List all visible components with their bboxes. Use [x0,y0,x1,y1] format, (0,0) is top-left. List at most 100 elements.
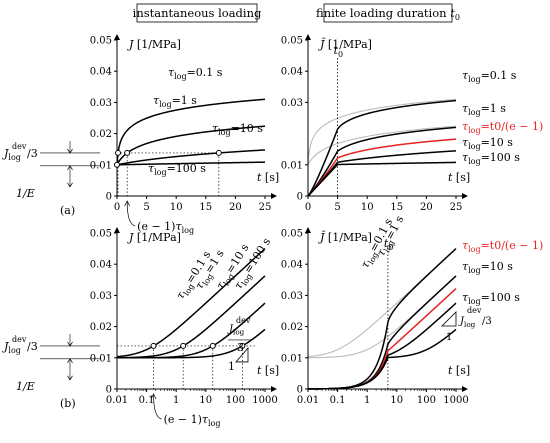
side-label-jdev-sup: dev [12,335,27,344]
series-curve-2 [308,288,457,390]
bracket-arrowhead [67,148,73,154]
y-tick-label: 0.01 [90,160,112,171]
x-tick-label: 20 [229,202,242,213]
y-axis-label: J [1/MPa] [127,38,181,51]
x-tick-label: 0.1 [139,395,155,406]
characteristic-point [239,342,246,349]
series-label-0: τlog=0.1 s [168,66,223,81]
y-tick-label: 0.03 [281,98,303,109]
x-tick-label: 0.01 [297,395,319,406]
characteristic-point [209,342,216,349]
x-axis-label: t [s] [448,171,470,184]
y-tick-label: 0.04 [281,67,303,78]
series-curve-3 [307,150,457,197]
x-tick-label: 10 [170,202,183,213]
characteristic-point [215,149,222,156]
slope-label-den: 3 [237,341,244,354]
bracket-arrowhead [67,165,73,170]
initial-point [114,161,120,168]
series-label-0: τlog=0.1 s [462,69,517,84]
y-tick-label: 0.02 [90,129,112,140]
series-label-3: τlog=10 s [462,136,513,151]
y-tick-label: 0.04 [90,260,112,271]
series-curve-1 [116,125,266,166]
t0-label: t0 [334,44,344,59]
series-curve-0 [116,98,266,165]
x-axis-arrow [462,193,468,199]
series-label-4: τlog=100 s [462,151,520,166]
reference-curve [307,98,457,165]
slope-label-right: Jlog [458,316,476,329]
side-label-jdev-sup: dev [12,142,27,151]
characteristic-point [180,342,187,349]
series-curve-1 [307,126,457,197]
series-label-4: τlog=100 s [462,291,520,306]
y-axis-label: J̄ [1/MPa] [318,231,372,244]
x-tick-label: 1 [364,395,370,406]
x-tick-label: 5 [143,202,149,213]
slope-triangle-den: 1 [446,332,452,343]
side-label-jdev-div: /3 [27,147,38,160]
x-axis-label: t [s] [257,171,279,184]
series-curve-3 [116,161,266,166]
x-axis-arrow [462,386,468,392]
series-label-1: τlog=1 s [153,94,197,109]
x-tick-label: 25 [450,202,463,213]
x-tick-label: 15 [199,202,212,213]
x-tick-label: 0 [114,202,120,213]
series-label-3: τlog=10 s [462,260,513,275]
x-tick-label: 1000 [252,395,277,406]
y-tick-label: 0.03 [90,291,112,302]
series-curve-2 [307,138,457,197]
row-label: (a) [60,204,75,217]
y-tick-label: 0.01 [281,160,303,171]
x-tick-label: 10 [361,202,374,213]
series-curve-0 [307,99,457,197]
side-label-jdev: Jlog [2,340,21,355]
y-tick-label: 0.04 [281,260,303,271]
y-tick-label: 0.02 [90,322,112,333]
series-label-2: τlog=t0/(e − 1) [462,120,543,135]
y-tick-label: 0.05 [90,229,112,240]
reference-curve [307,125,457,166]
y-axis-label: J [1/MPa] [127,231,181,244]
y-tick-label: 0.03 [90,98,112,109]
series-label-2: τlog=10 s [212,122,263,137]
y-tick-label: 0 [106,385,112,396]
x-tick-label: 25 [259,202,272,213]
x-axis-label: t [s] [257,364,279,377]
y-tick-label: 0 [297,192,303,203]
x-tick-label: 10 [390,395,403,406]
characteristic-point [124,149,131,156]
y-axis-arrow [305,227,311,233]
side-label-inv-e: 1/E [16,187,35,200]
y-axis-arrow [114,227,120,233]
slope-label-num: Jlog [227,324,245,337]
x-axis-arrow [271,386,277,392]
x-tick-label: 0 [305,202,311,213]
annotation-arrow [126,201,136,227]
series-curve-0 [116,248,266,358]
y-tick-label: 0.05 [281,229,303,240]
row-label: (b) [60,397,76,410]
bracket-arrowhead [67,375,73,381]
slope-triangle-den: 1 [228,360,235,373]
slope-label-right-div: /3 [482,316,492,327]
series-curve-1 [308,275,457,390]
x-tick-label: 1 [173,395,179,406]
series-curve-4 [307,161,457,197]
x-tick-label: 20 [420,202,433,213]
y-axis-label: J̄ [1/MPa] [318,38,372,51]
x-tick-label: 100 [417,395,436,406]
y-tick-label: 0.03 [281,291,303,302]
y-axis-arrow [305,34,311,40]
side-label-jdev-div: /3 [27,340,38,353]
y-tick-label: 0 [106,192,112,203]
slope-label-right-sup: dev [467,306,482,315]
side-label-jdev: Jlog [2,147,21,162]
curves-layer [116,98,457,390]
annotation-arrowhead [124,200,130,207]
annotation-arrowhead [150,393,157,400]
